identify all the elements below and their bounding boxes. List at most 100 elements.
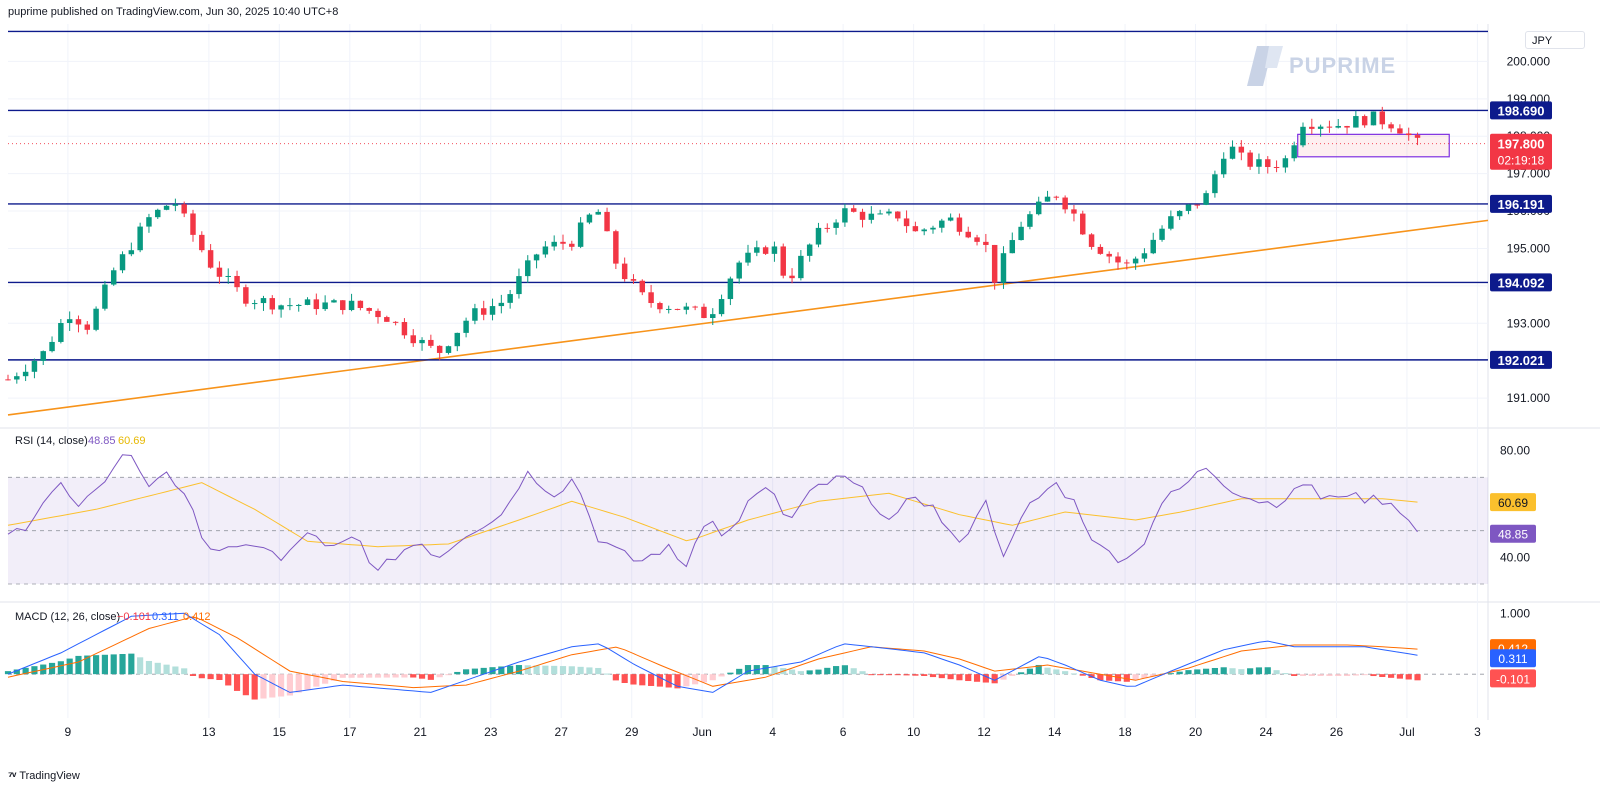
macd-histogram-bar [1361,674,1368,676]
x-tick-label: 12 [977,725,991,739]
macd-histogram-bar [700,674,708,683]
macd-histogram-bar [797,671,804,675]
x-tick-label: Jul [1399,725,1414,739]
macd-histogram-bar [965,674,972,682]
candle-body [155,209,161,218]
candle-body [251,303,258,305]
candle-body [366,308,372,311]
macd-histogram-bar [1396,674,1403,679]
macd-histogram-bar [1070,673,1078,675]
candle-body [410,335,416,344]
candle-body [172,204,179,206]
macd-histogram-bar [1176,671,1183,675]
macd-histogram-bar [815,669,822,675]
macd-histogram-bar [383,674,390,678]
candle-body [912,226,919,232]
macd-histogram-bar [57,661,64,675]
candle-body [392,321,399,323]
macd-histogram-bar [110,654,117,675]
candle-body [815,227,822,245]
candle-body [1106,253,1112,257]
candle-body [859,211,866,220]
macd-histogram-bar [912,674,919,676]
macd-histogram-bar [630,674,637,685]
macd-histogram-bar [833,666,840,675]
candle-body [525,260,531,277]
candle-body [1397,128,1403,134]
candle-body [137,226,143,251]
macd-histogram-bar [1062,671,1069,675]
candle-body [119,254,126,271]
macd-tick-label: 1.000 [1500,606,1530,620]
price-tick-label: 191.000 [1507,391,1551,405]
candle-countdown: 02:19:18 [1498,154,1545,168]
macd-histogram-bar [471,668,478,675]
candle-body [110,270,117,285]
candle-body [1414,135,1421,138]
macd-histogram-bar [639,674,646,686]
macd-histogram-bar [841,665,848,675]
candle-body [1053,196,1060,198]
macd-hist-legend-value: −0.101 [117,611,151,623]
candle-body [965,231,971,238]
macd-histogram-bar [603,673,611,675]
candle-body [947,217,954,221]
macd-tag [1490,649,1536,668]
macd-histogram-bar [586,667,593,675]
candle-body [1062,197,1068,210]
last-price-tag [1490,133,1552,170]
macd-histogram-bar [1388,674,1395,678]
x-tick-label: 15 [273,725,287,739]
candle-body [692,306,698,308]
candle-body [1353,116,1359,128]
candle-body [419,339,425,344]
candle-body [921,229,927,232]
candle-body [199,234,205,251]
candle-body [533,254,540,261]
macd-histogram-bar [595,667,602,675]
macd-histogram-bar [198,674,205,679]
macd-histogram-bar [868,674,875,676]
candle-body [560,241,566,244]
candle-body [824,227,831,229]
macd-histogram-bar [189,674,197,676]
candle-body [1291,145,1297,159]
macd-histogram-bar [762,665,769,675]
macd-histogram-bar [736,668,743,675]
macd-histogram-bar [1335,674,1342,676]
x-tick-label: 14 [1048,725,1062,739]
macd-histogram-bar [806,670,813,675]
candle-body [1150,239,1156,254]
candle-body [31,360,38,372]
macd-histogram-bar [1370,674,1377,677]
consolidation-box [1297,133,1450,158]
macd-histogram-bar [357,674,364,678]
macd-histogram-bar [1167,673,1174,675]
macd-histogram-bar [612,674,619,681]
macd-histogram-bar [1009,674,1016,676]
candle-body [66,319,73,324]
candle-body [58,323,64,342]
macd-histogram-bar [1352,674,1359,676]
macd-histogram-bar [1018,672,1025,675]
candle-body [621,263,628,280]
candle-body [1379,111,1386,125]
currency-selector[interactable]: JPY [1525,31,1585,49]
macd-histogram-bar [1343,674,1351,676]
x-tick-label: 3 [1474,725,1481,739]
macd-histogram-bar [1291,674,1298,676]
macd-histogram-bar [1405,674,1412,680]
macd-histogram-bar [427,674,434,680]
candle-body [710,314,716,318]
macd-histogram-bar [824,667,831,675]
x-tick-label: 26 [1330,725,1344,739]
candle-body [313,299,320,310]
candle-body [5,379,11,381]
macd-histogram-bar [1141,674,1148,679]
candle-body [1273,167,1280,169]
macd-histogram-bar [101,654,108,675]
macd-histogram-bar [877,674,884,676]
macd-histogram-bar [374,674,382,678]
macd-histogram-bar [286,674,293,696]
